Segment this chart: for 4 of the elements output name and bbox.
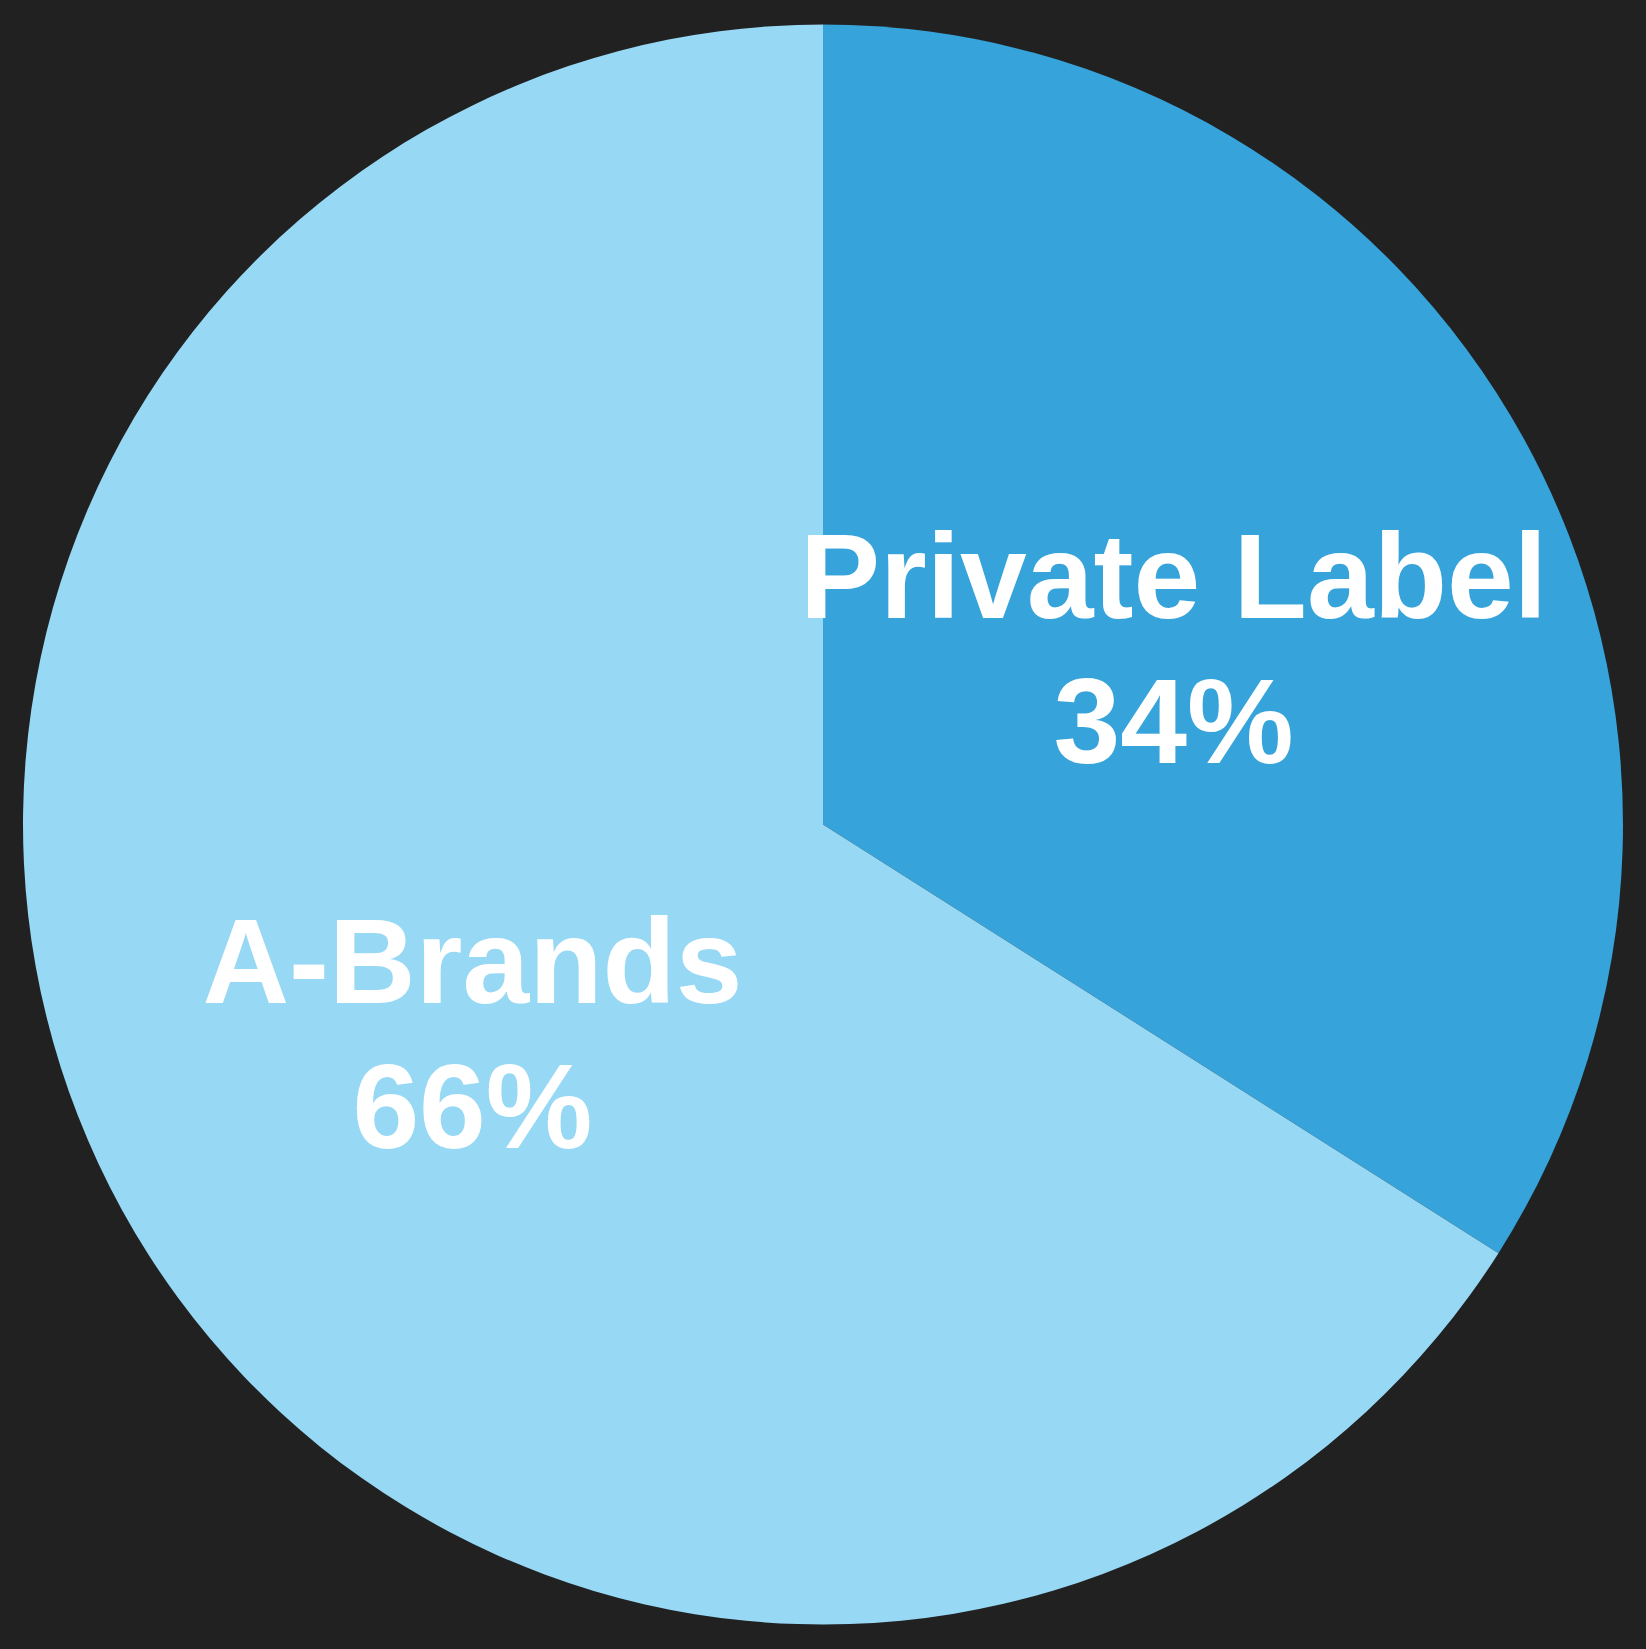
data-label: 34% [1053, 653, 1294, 788]
slice-label: Private Label [800, 508, 1548, 643]
data-label: 66% [352, 1039, 593, 1174]
slice-label: A-Brands [202, 894, 743, 1029]
